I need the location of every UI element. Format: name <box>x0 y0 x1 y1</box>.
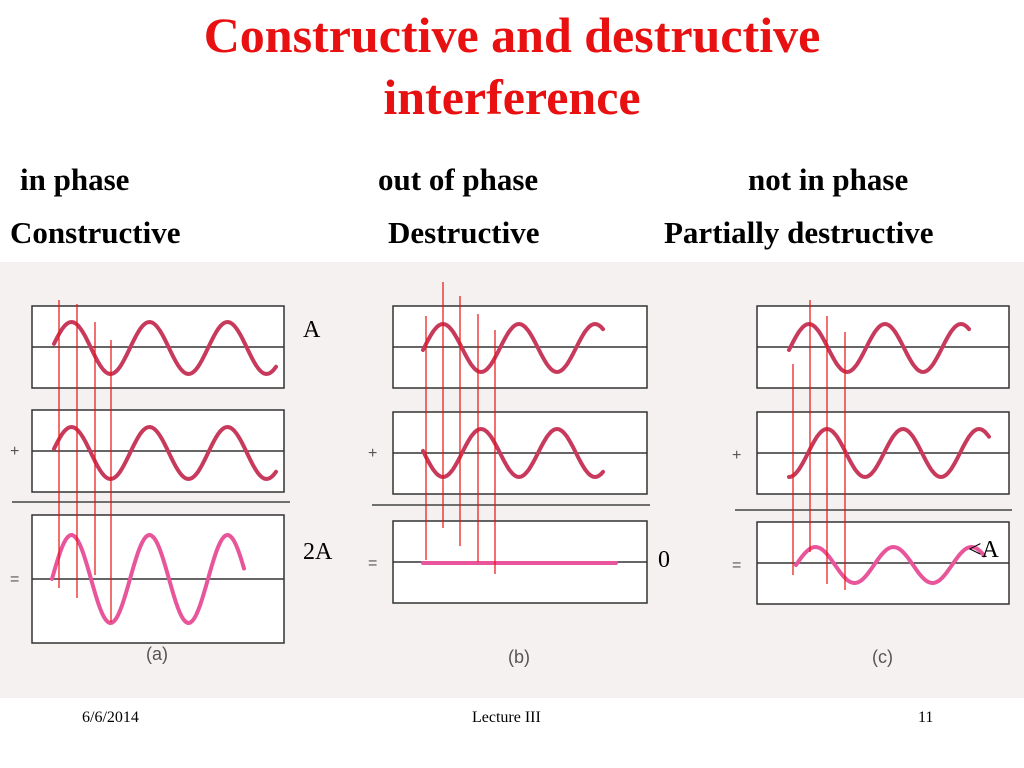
plus-sign-b: + <box>368 445 377 462</box>
panel-label-b: (b) <box>508 647 530 667</box>
amplitude-label-2a: 2A <box>303 539 333 565</box>
equals-sign-b: = <box>368 555 377 572</box>
title-line-1: Constructive and destructive <box>203 7 821 63</box>
interference-diagram: + = (a) A 2A + = (b) 0 + = (c) <A <box>10 282 1012 667</box>
panel-label-c: (c) <box>872 647 893 667</box>
panel-a-wave-1 <box>52 319 278 377</box>
panel-a-wave-2 <box>52 424 278 482</box>
header-constructive: Constructive <box>10 215 181 250</box>
header-partially-destructive: Partially destructive <box>664 215 934 250</box>
header-out-of-phase: out of phase <box>378 162 539 197</box>
panel-b-wave-1 <box>421 321 605 375</box>
panel-c-wave-2 <box>787 426 991 480</box>
panel-a-result-wave <box>50 532 246 626</box>
plus-sign-c: + <box>732 447 741 464</box>
header-destructive: Destructive <box>388 215 540 250</box>
amplitude-label-less-than-a: <A <box>968 537 1000 563</box>
footer-title: Lecture III <box>472 709 541 726</box>
interference-figure: + = (a) A 2A + = (b) 0 + = (c) <A <box>0 262 1024 698</box>
footer-page-number: 11 <box>918 709 934 726</box>
panel-label-a: (a) <box>146 644 168 664</box>
panel-b-wave-2 <box>421 426 605 480</box>
slide-title: Constructive and destructive interferenc… <box>0 4 1024 128</box>
panel-c-wave-1 <box>787 321 971 375</box>
header-in-phase: in phase <box>20 162 130 197</box>
header-not-in-phase: not in phase <box>748 162 909 197</box>
amplitude-label-a: A <box>303 317 321 343</box>
equals-sign-a: = <box>10 571 19 588</box>
amplitude-label-0: 0 <box>658 547 670 573</box>
footer-date: 6/6/2014 <box>82 709 139 726</box>
title-line-2: interference <box>383 69 641 125</box>
plus-sign-a: + <box>10 443 19 460</box>
equals-sign-c: = <box>732 557 741 574</box>
